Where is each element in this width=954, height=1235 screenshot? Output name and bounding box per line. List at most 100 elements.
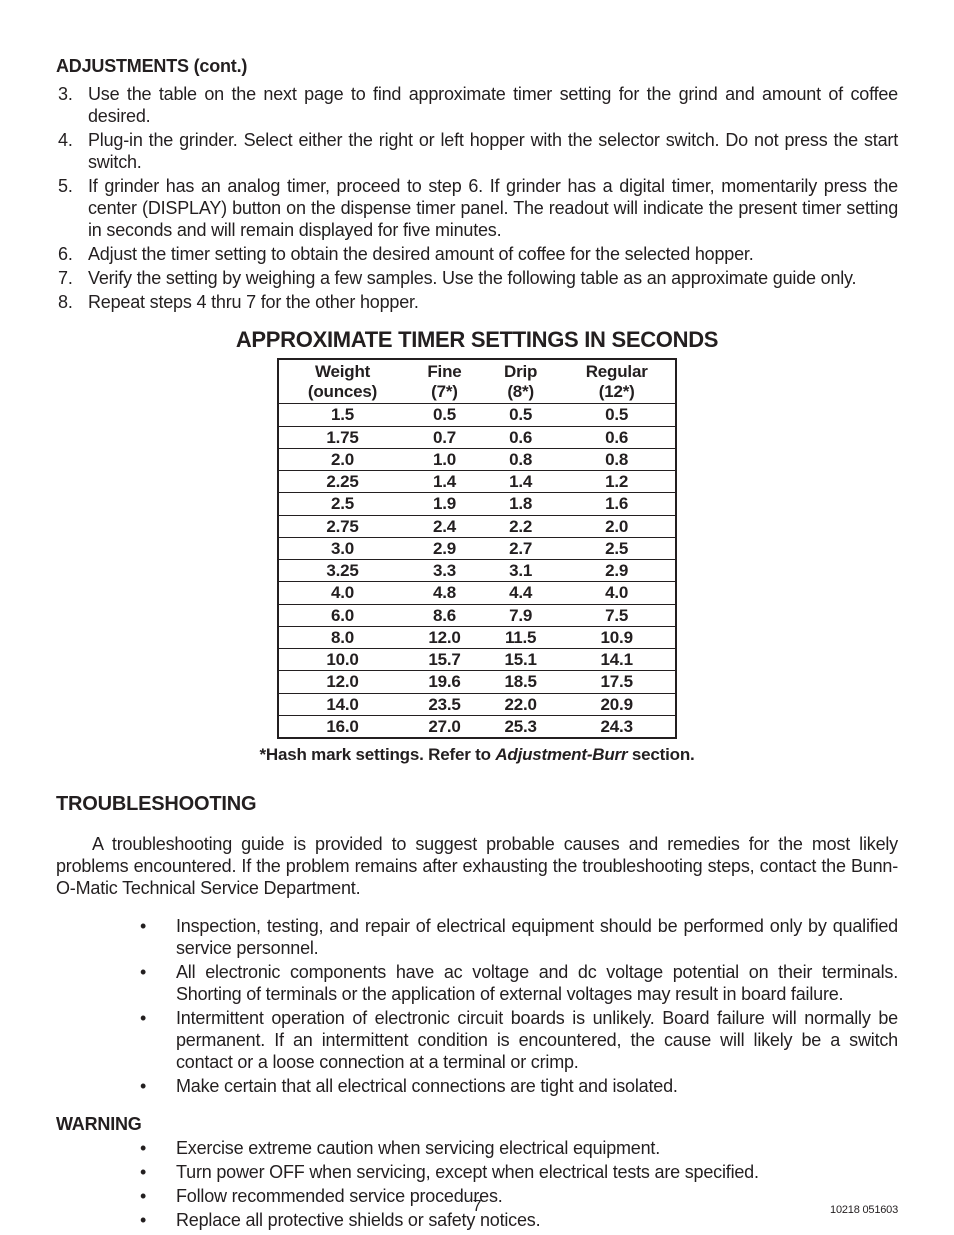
table-cell: 3.0	[278, 537, 406, 559]
table-cell: 1.0	[406, 448, 483, 470]
warn-bullet-2: Turn power OFF when servicing, except wh…	[56, 1162, 898, 1184]
adjustments-heading: ADJUSTMENTS (cont.)	[56, 56, 898, 78]
table-cell: 0.7	[406, 426, 483, 448]
th-drip: Drip(8*)	[483, 359, 558, 404]
doc-id: 10218 051603	[830, 1204, 898, 1217]
table-cell: 4.0	[278, 582, 406, 604]
th-fine: Fine(7*)	[406, 359, 483, 404]
table-cell: 2.9	[406, 537, 483, 559]
table-cell: 0.8	[483, 448, 558, 470]
table-cell: 2.5	[558, 537, 676, 559]
table-cell: 1.5	[278, 404, 406, 426]
table-cell: 4.4	[483, 582, 558, 604]
table-cell: 1.8	[483, 493, 558, 515]
table-cell: 24.3	[558, 715, 676, 738]
table-cell: 2.2	[483, 515, 558, 537]
step-5: If grinder has an analog timer, proceed …	[84, 176, 898, 242]
step-6: Adjust the timer setting to obtain the d…	[84, 244, 898, 266]
timer-table-footnote: *Hash mark settings. Refer to Adjustment…	[56, 745, 898, 766]
table-row: 2.51.91.81.6	[278, 493, 676, 515]
table-cell: 1.9	[406, 493, 483, 515]
table-row: 3.02.92.72.5	[278, 537, 676, 559]
table-cell: 3.3	[406, 560, 483, 582]
step-8: Repeat steps 4 thru 7 for the other hopp…	[84, 292, 898, 314]
table-cell: 8.6	[406, 604, 483, 626]
table-cell: 12.0	[406, 626, 483, 648]
table-cell: 12.0	[278, 671, 406, 693]
table-cell: 1.4	[406, 471, 483, 493]
timer-table-title: APPROXIMATE TIMER SETTINGS IN SECONDS	[56, 327, 898, 354]
step-4: Plug-in the grinder. Select either the r…	[84, 130, 898, 174]
warning-bullets: Exercise extreme caution when servicing …	[56, 1138, 898, 1232]
table-cell: 22.0	[483, 693, 558, 715]
table-cell: 27.0	[406, 715, 483, 738]
th-weight: Weight(ounces)	[278, 359, 406, 404]
table-cell: 2.0	[558, 515, 676, 537]
table-row: 2.752.42.22.0	[278, 515, 676, 537]
table-row: 6.08.67.97.5	[278, 604, 676, 626]
table-cell: 18.5	[483, 671, 558, 693]
table-cell: 10.9	[558, 626, 676, 648]
adjustments-steps: Use the table on the next page to find a…	[56, 84, 898, 314]
ts-bullet-3: Intermittent operation of electronic cir…	[56, 1008, 898, 1074]
table-cell: 15.7	[406, 649, 483, 671]
table-cell: 1.4	[483, 471, 558, 493]
table-cell: 2.9	[558, 560, 676, 582]
table-cell: 0.8	[558, 448, 676, 470]
table-cell: 2.0	[278, 448, 406, 470]
th-regular: Regular(12*)	[558, 359, 676, 404]
troubleshooting-intro: A troubleshooting guide is provided to s…	[56, 834, 898, 900]
troubleshooting-heading: TROUBLESHOOTING	[56, 792, 898, 816]
table-row: 1.50.50.50.5	[278, 404, 676, 426]
step-3: Use the table on the next page to find a…	[84, 84, 898, 128]
ts-bullet-2: All electronic components have ac voltag…	[56, 962, 898, 1006]
table-row: 16.027.025.324.3	[278, 715, 676, 738]
ts-bullet-4: Make certain that all electrical connect…	[56, 1076, 898, 1098]
table-cell: 11.5	[483, 626, 558, 648]
table-cell: 2.75	[278, 515, 406, 537]
table-cell: 0.5	[558, 404, 676, 426]
troubleshooting-bullets: Inspection, testing, and repair of elect…	[56, 916, 898, 1098]
table-cell: 4.0	[558, 582, 676, 604]
ts-bullet-1: Inspection, testing, and repair of elect…	[56, 916, 898, 960]
warning-heading: WARNING	[56, 1114, 898, 1136]
table-row: 14.023.522.020.9	[278, 693, 676, 715]
table-cell: 0.6	[483, 426, 558, 448]
table-cell: 2.7	[483, 537, 558, 559]
warn-bullet-1: Exercise extreme caution when servicing …	[56, 1138, 898, 1160]
table-row: 2.251.41.41.2	[278, 471, 676, 493]
table-cell: 16.0	[278, 715, 406, 738]
table-cell: 20.9	[558, 693, 676, 715]
table-cell: 19.6	[406, 671, 483, 693]
table-cell: 2.25	[278, 471, 406, 493]
table-cell: 4.8	[406, 582, 483, 604]
table-cell: 14.0	[278, 693, 406, 715]
table-cell: 7.9	[483, 604, 558, 626]
table-cell: 2.4	[406, 515, 483, 537]
table-cell: 0.5	[406, 404, 483, 426]
table-cell: 8.0	[278, 626, 406, 648]
table-row: 2.01.00.80.8	[278, 448, 676, 470]
table-row: 1.750.70.60.6	[278, 426, 676, 448]
table-cell: 3.1	[483, 560, 558, 582]
table-cell: 3.25	[278, 560, 406, 582]
table-cell: 7.5	[558, 604, 676, 626]
table-cell: 0.6	[558, 426, 676, 448]
table-cell: 23.5	[406, 693, 483, 715]
table-cell: 14.1	[558, 649, 676, 671]
step-7: Verify the setting by weighing a few sam…	[84, 268, 898, 290]
table-cell: 6.0	[278, 604, 406, 626]
table-row: 3.253.33.12.9	[278, 560, 676, 582]
table-cell: 1.2	[558, 471, 676, 493]
table-cell: 0.5	[483, 404, 558, 426]
timer-settings-table: Weight(ounces) Fine(7*) Drip(8*) Regular…	[277, 358, 677, 739]
table-row: 10.015.715.114.1	[278, 649, 676, 671]
table-cell: 10.0	[278, 649, 406, 671]
table-cell: 25.3	[483, 715, 558, 738]
table-row: 8.012.011.510.9	[278, 626, 676, 648]
page-number: 7	[0, 1197, 954, 1217]
table-cell: 15.1	[483, 649, 558, 671]
table-row: 4.04.84.44.0	[278, 582, 676, 604]
table-cell: 17.5	[558, 671, 676, 693]
table-cell: 2.5	[278, 493, 406, 515]
